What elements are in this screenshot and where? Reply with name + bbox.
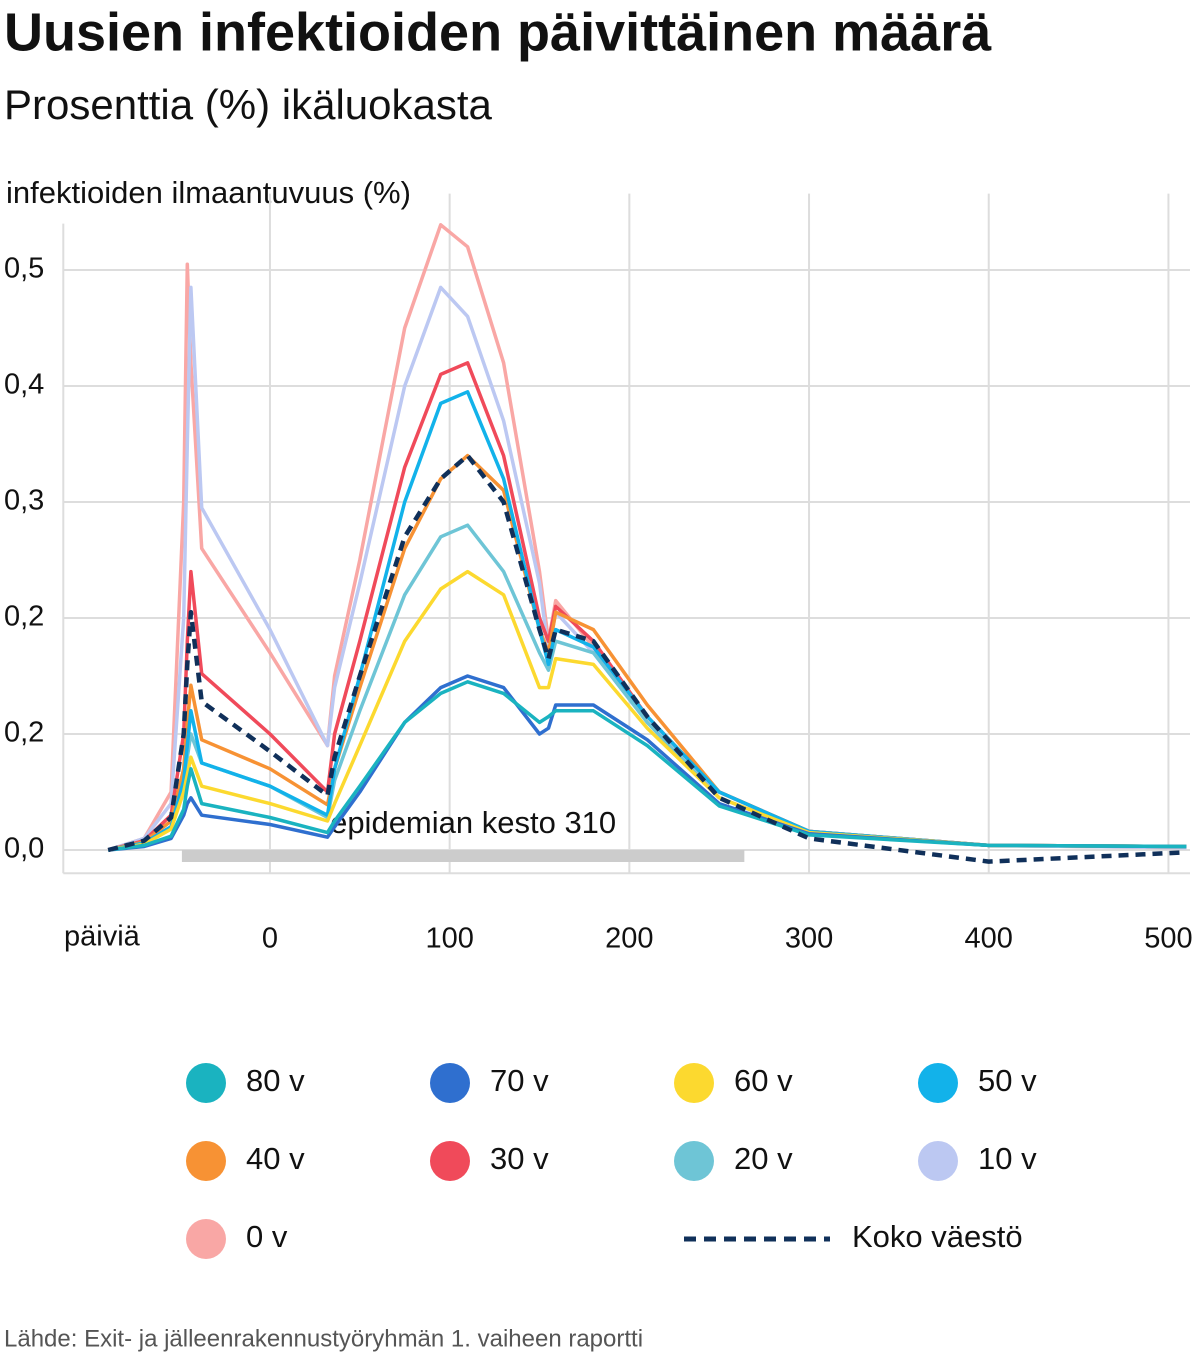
legend-label: 0 v: [246, 1219, 288, 1254]
legend-swatch: [430, 1063, 470, 1103]
x-tick-label: 300: [785, 923, 833, 955]
legend-label: 80 v: [246, 1063, 305, 1098]
series-line: [107, 453, 1187, 864]
series-line: [107, 453, 1187, 852]
annotation: epidemian kesto 310: [330, 805, 616, 840]
y-tick-label: 0,5: [4, 253, 44, 285]
x-tick-label: 200: [605, 923, 653, 955]
legend-label: 20 v: [734, 1141, 793, 1176]
legend-label: 40 v: [246, 1141, 305, 1176]
legend-label: Koko väestö: [852, 1219, 1023, 1254]
chart-title: Uusien infektioiden päivittäinen määrä: [4, 2, 992, 62]
legend-swatch: [674, 1141, 714, 1181]
legend-swatch: [674, 1063, 714, 1103]
legend-label: 70 v: [490, 1063, 549, 1098]
legend-swatch: [186, 1219, 226, 1259]
x-tick-label: 0: [262, 923, 278, 955]
y-tick-label: 0,0: [4, 833, 44, 865]
legend-label: 60 v: [734, 1063, 793, 1098]
chart-subtitle: Prosenttia (%) ikäluokasta: [4, 81, 493, 128]
x-axis-title: päiviä: [64, 921, 141, 953]
legend-label: 10 v: [978, 1141, 1037, 1176]
y-tick-label: 0,2: [4, 601, 44, 633]
legend-swatch: [430, 1141, 470, 1181]
y-tick-label: 0,2: [4, 717, 44, 749]
legend-swatch: [186, 1063, 226, 1103]
series-line: [107, 680, 1187, 852]
y-tick-label: 0,4: [4, 369, 44, 401]
y-tick-label: 0,3: [4, 485, 44, 517]
legend-swatch: [918, 1063, 958, 1103]
legend-swatch: [186, 1141, 226, 1181]
series-line: [107, 569, 1187, 852]
legend-swatch: [918, 1141, 958, 1181]
x-tick-label: 400: [965, 923, 1013, 955]
source: Lähde: Exit- ja jälleenrakennustyöryhmän…: [4, 1325, 643, 1352]
series-line: [108, 674, 1187, 852]
legend-label: 30 v: [490, 1141, 549, 1176]
x-tick-label: 500: [1144, 923, 1192, 955]
y-axis-title: infektioiden ilmaantuvuus (%): [6, 175, 411, 210]
x-tick-label: 100: [425, 923, 473, 955]
legend-label: 50 v: [978, 1063, 1037, 1098]
